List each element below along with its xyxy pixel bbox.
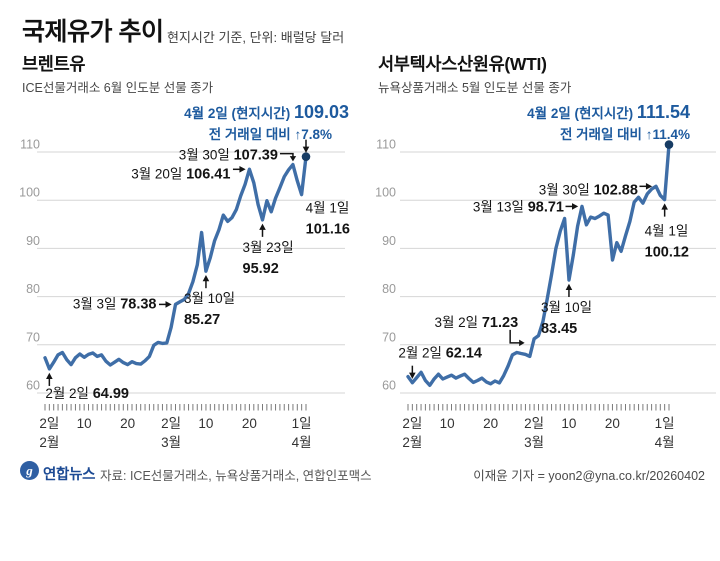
x-axis-month-label: 3월 xyxy=(161,435,181,450)
x-axis-month-label: 4월 xyxy=(292,435,312,450)
annotation-arrow xyxy=(279,152,294,157)
annotation-arrowhead xyxy=(409,372,416,379)
annotation-value: 85.27 xyxy=(184,312,220,328)
page-title: 국제유가 추이 xyxy=(22,18,164,46)
y-axis-label: 100 xyxy=(375,186,396,200)
annotation-arrow xyxy=(509,329,520,344)
annotation-date: 4월 1일 xyxy=(306,201,350,216)
y-axis-label: 110 xyxy=(20,138,40,152)
x-axis-label: 1일 xyxy=(655,416,675,431)
annotation-date: 3월 10일 xyxy=(184,291,235,306)
wti-price-line xyxy=(406,142,671,387)
annotation-arrowhead xyxy=(572,203,579,210)
wti-chart-title: 서부텍사스산원유(WTI) xyxy=(378,54,547,74)
brent-price-line xyxy=(43,154,308,371)
x-axis-label: 2일 xyxy=(402,416,422,431)
y-axis-label: 70 xyxy=(26,330,40,344)
y-axis-label: 70 xyxy=(382,330,396,344)
annotation-arrowhead xyxy=(661,203,668,210)
brent-chart-subtitle: ICE선물거래소 6월 인도분 선물 종가 xyxy=(22,81,214,95)
wti-chart-subtitle: 뉴욕상품거래소 5월 인도분 선물 종가 xyxy=(378,81,572,95)
brent-chart-title: 브렌트유 xyxy=(22,54,86,74)
x-axis-label: 20 xyxy=(605,416,620,431)
annotation-value: 100.12 xyxy=(645,245,689,261)
latest-dot xyxy=(301,152,311,161)
x-axis-label: 10 xyxy=(77,416,92,431)
x-axis-label: 10 xyxy=(561,416,576,431)
annotation-label: 3월 2일 71.23 xyxy=(434,315,518,331)
annotation-label: 3월 3일 78.38 xyxy=(73,296,157,312)
annotation-label: 2월 2일 62.14 xyxy=(398,346,482,362)
annotation-date: 4월 1일 xyxy=(645,224,689,239)
x-axis-month-label: 2월 xyxy=(402,435,422,450)
x-axis-label: 2일 xyxy=(524,416,544,431)
annotation-arrowhead xyxy=(259,223,266,230)
annotation-arrowhead xyxy=(565,283,573,290)
annotation-arrowhead xyxy=(46,372,53,379)
page-subtitle: 현지시간 기준, 단위: 배럴당 달러 xyxy=(167,30,345,45)
y-axis-label: 110 xyxy=(376,138,396,152)
source-note: 자료: ICE선물거래소, 뉴욕상품거래소, 연합인포맥스 xyxy=(100,469,372,483)
y-axis-label: 60 xyxy=(382,379,396,393)
x-axis-label: 2일 xyxy=(39,416,59,431)
byline: 이재윤 기자 = yoon2@yna.co.kr/20260402 xyxy=(473,469,705,483)
annotation-arrowhead xyxy=(165,301,172,308)
y-axis-label: 80 xyxy=(26,282,40,296)
x-axis-month-label: 3월 xyxy=(524,435,544,450)
annotation-value: 101.16 xyxy=(306,222,350,238)
brent-chart: 110 100 90 80 70 60 2일 2월 10 20 2일 3월 10 20 1일 4월 2월 2일 … xyxy=(19,102,350,450)
latest-change: 전 거래일 대비 ↑7.8% xyxy=(209,126,332,142)
x-axis-month-label: 2월 xyxy=(39,435,59,450)
x-axis-label: 1일 xyxy=(292,416,312,431)
annotation-label: 3월 13일 98.71 xyxy=(473,199,564,215)
y-axis-label: 90 xyxy=(26,234,40,248)
latest-dot xyxy=(664,140,674,149)
annotation-label: 3월 30일 102.88 xyxy=(539,182,638,198)
x-axis-label: 10 xyxy=(198,416,213,431)
x-axis-label: 20 xyxy=(483,416,498,431)
annotation-label: 2월 2일 64.99 xyxy=(45,386,129,402)
latest-change: 전 거래일 대비 ↑11.4% xyxy=(560,126,690,142)
annotation-label: 3월 30일 107.39 xyxy=(179,148,278,164)
annotation-arrowhead xyxy=(302,146,310,153)
annotation-date: 3월 10일 xyxy=(541,300,592,315)
annotation-arrowhead xyxy=(239,166,246,173)
annotation-arrowhead xyxy=(289,156,297,162)
latest-date-value: 4월 2일 (현지시간) 109.03 xyxy=(184,102,349,122)
x-axis-label: 20 xyxy=(120,416,135,431)
wti-chart: 110 100 90 80 70 60 2일 2월 10 20 2일 3월 10 20 1일 4월 2월 2일 … xyxy=(375,102,716,450)
annotation-arrowhead xyxy=(202,274,210,282)
annotation-label: 3월 20일 106.41 xyxy=(131,166,230,182)
x-axis-month-label: 4월 xyxy=(655,435,675,450)
annotation-value: 83.45 xyxy=(541,321,577,337)
annotation-value: 95.92 xyxy=(243,261,279,277)
y-axis-label: 80 xyxy=(382,282,396,296)
yonhap-logo-icon: g xyxy=(20,461,39,480)
y-axis-label: 90 xyxy=(382,234,396,248)
y-axis-label: 60 xyxy=(26,379,40,393)
annotation-date: 3월 23일 xyxy=(243,240,294,255)
x-axis-label: 20 xyxy=(242,416,257,431)
yonhap-logo-text: 연합뉴스 xyxy=(43,467,96,483)
latest-date-value: 4월 2일 (현지시간) 111.54 xyxy=(527,102,690,122)
annotation-arrowhead xyxy=(645,183,653,190)
x-axis-label: 2일 xyxy=(161,416,181,431)
y-axis-label: 100 xyxy=(19,186,40,200)
x-axis-label: 10 xyxy=(440,416,455,431)
annotation-arrowhead xyxy=(519,339,525,347)
